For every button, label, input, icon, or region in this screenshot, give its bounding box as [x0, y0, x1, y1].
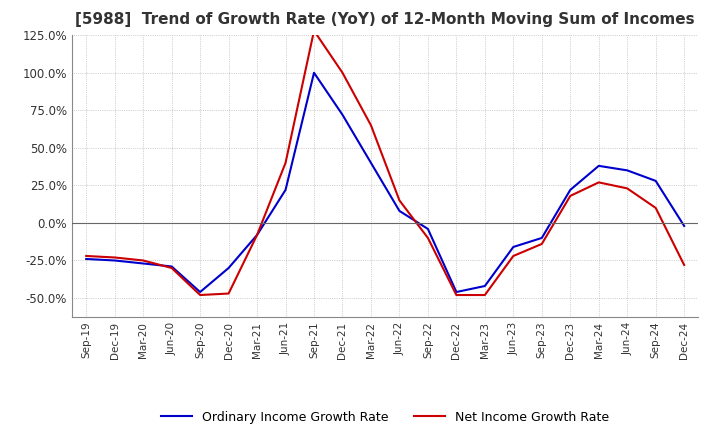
Legend: Ordinary Income Growth Rate, Net Income Growth Rate: Ordinary Income Growth Rate, Net Income … [156, 406, 614, 429]
Net Income Growth Rate [253, 232, 261, 238]
Ordinary Income Growth Rate [537, 235, 546, 241]
Net Income Growth Rate [680, 262, 688, 268]
Ordinary Income Growth Rate [395, 208, 404, 213]
Net Income Growth Rate [566, 193, 575, 198]
Ordinary Income Growth Rate [623, 168, 631, 173]
Ordinary Income Growth Rate [652, 178, 660, 183]
Ordinary Income Growth Rate [366, 160, 375, 165]
Ordinary Income Growth Rate [423, 226, 432, 231]
Title: [5988]  Trend of Growth Rate (YoY) of 12-Month Moving Sum of Incomes: [5988] Trend of Growth Rate (YoY) of 12-… [76, 12, 695, 27]
Net Income Growth Rate [338, 70, 347, 75]
Net Income Growth Rate [110, 255, 119, 260]
Ordinary Income Growth Rate [139, 261, 148, 266]
Net Income Growth Rate [652, 205, 660, 211]
Net Income Growth Rate [452, 293, 461, 298]
Ordinary Income Growth Rate [452, 290, 461, 295]
Ordinary Income Growth Rate [167, 264, 176, 269]
Net Income Growth Rate [139, 258, 148, 263]
Ordinary Income Growth Rate [225, 265, 233, 271]
Ordinary Income Growth Rate [595, 163, 603, 169]
Ordinary Income Growth Rate [282, 187, 290, 193]
Net Income Growth Rate [537, 241, 546, 246]
Net Income Growth Rate [82, 253, 91, 259]
Net Income Growth Rate [366, 123, 375, 128]
Ordinary Income Growth Rate [253, 232, 261, 238]
Ordinary Income Growth Rate [82, 257, 91, 262]
Ordinary Income Growth Rate [196, 290, 204, 295]
Ordinary Income Growth Rate [680, 223, 688, 228]
Ordinary Income Growth Rate [310, 70, 318, 75]
Net Income Growth Rate [167, 265, 176, 271]
Net Income Growth Rate [196, 293, 204, 298]
Line: Ordinary Income Growth Rate: Ordinary Income Growth Rate [86, 73, 684, 292]
Net Income Growth Rate [623, 186, 631, 191]
Net Income Growth Rate [509, 253, 518, 259]
Net Income Growth Rate [423, 235, 432, 241]
Net Income Growth Rate [225, 291, 233, 296]
Line: Net Income Growth Rate: Net Income Growth Rate [86, 31, 684, 295]
Net Income Growth Rate [395, 198, 404, 203]
Ordinary Income Growth Rate [566, 187, 575, 193]
Net Income Growth Rate [310, 28, 318, 33]
Net Income Growth Rate [595, 180, 603, 185]
Ordinary Income Growth Rate [509, 244, 518, 249]
Ordinary Income Growth Rate [338, 112, 347, 117]
Net Income Growth Rate [282, 160, 290, 165]
Net Income Growth Rate [480, 293, 489, 298]
Ordinary Income Growth Rate [110, 258, 119, 263]
Ordinary Income Growth Rate [480, 283, 489, 289]
